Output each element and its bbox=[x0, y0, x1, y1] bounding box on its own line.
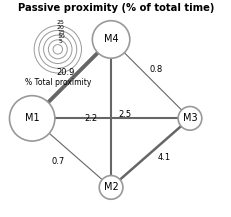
Circle shape bbox=[99, 176, 122, 199]
Text: 25: 25 bbox=[57, 20, 64, 25]
Text: 2.5: 2.5 bbox=[118, 110, 131, 119]
Text: 20.9: 20.9 bbox=[56, 69, 75, 77]
Text: 4.1: 4.1 bbox=[157, 153, 170, 162]
Text: 15: 15 bbox=[57, 30, 64, 35]
Text: 0.7: 0.7 bbox=[51, 157, 64, 166]
Circle shape bbox=[177, 107, 201, 130]
Circle shape bbox=[92, 21, 129, 58]
Text: M1: M1 bbox=[25, 113, 39, 123]
Text: Passive proximity (% of total time): Passive proximity (% of total time) bbox=[18, 3, 213, 13]
Circle shape bbox=[9, 96, 55, 141]
Text: 20: 20 bbox=[57, 25, 64, 30]
Text: 10: 10 bbox=[57, 34, 64, 39]
Text: % Total proximity: % Total proximity bbox=[24, 78, 91, 87]
Text: 0.8: 0.8 bbox=[149, 64, 162, 74]
Text: M4: M4 bbox=[103, 35, 118, 44]
Text: 2.2: 2.2 bbox=[84, 114, 97, 123]
Text: M3: M3 bbox=[182, 113, 196, 123]
Text: 5: 5 bbox=[59, 39, 62, 44]
Text: M2: M2 bbox=[103, 182, 118, 192]
